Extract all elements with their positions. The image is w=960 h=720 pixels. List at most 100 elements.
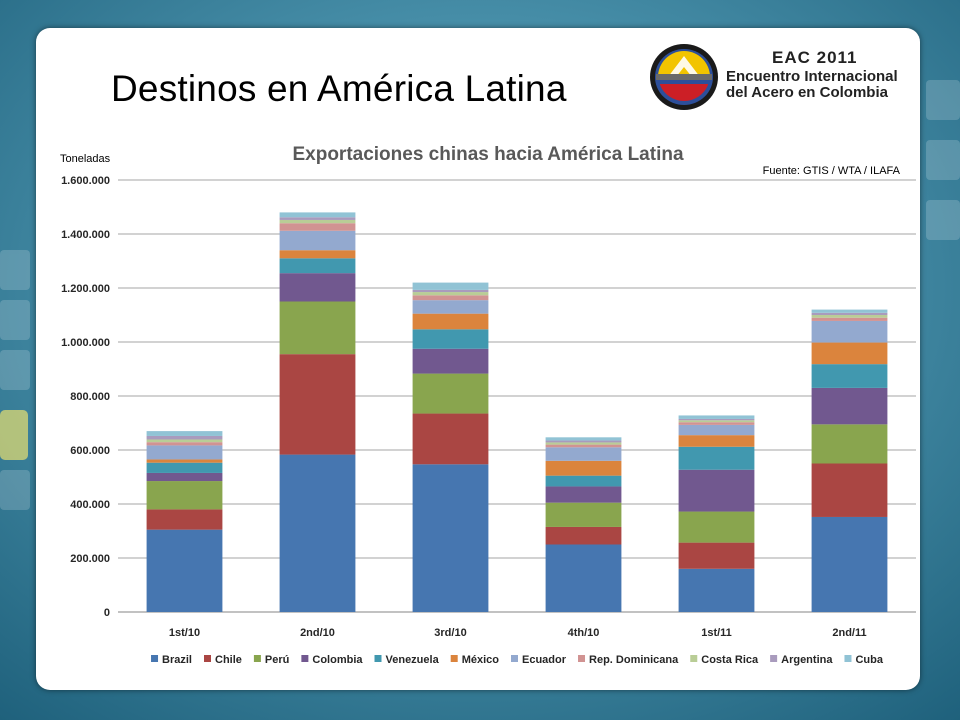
y-tick-label: 0 bbox=[104, 607, 110, 619]
y-tick-label: 600.000 bbox=[70, 445, 110, 457]
bar-segment-venezuela bbox=[279, 258, 356, 274]
legend-item: Brazil bbox=[151, 654, 192, 666]
x-tick-label: 1st/11 bbox=[701, 627, 732, 639]
bar-segment-brazil bbox=[279, 454, 356, 612]
bar-segment-chile bbox=[412, 413, 489, 465]
legend-label: Argentina bbox=[781, 654, 833, 666]
bar-segment-colombia bbox=[811, 387, 888, 425]
y-axis-label: Toneladas bbox=[60, 153, 111, 165]
legend-label: Colombia bbox=[312, 654, 363, 666]
x-tick-label: 1st/10 bbox=[169, 627, 200, 639]
y-tick-label: 1.000.000 bbox=[61, 337, 110, 349]
x-tick-label: 2nd/11 bbox=[832, 627, 866, 639]
legend-swatch bbox=[511, 655, 518, 662]
legend-swatch bbox=[578, 655, 586, 662]
legend-swatch bbox=[204, 655, 211, 662]
bar-segment-per- bbox=[412, 373, 489, 414]
bar-segment-m-xico bbox=[279, 250, 356, 259]
legend-swatch bbox=[690, 655, 698, 662]
legend-swatch bbox=[844, 655, 852, 662]
legend-label: Brazil bbox=[162, 654, 192, 666]
bar-segment-venezuela bbox=[412, 329, 489, 349]
bar-segment-argentina bbox=[279, 217, 356, 220]
bar-segment-chile bbox=[279, 354, 356, 455]
bar-segment-colombia bbox=[545, 486, 622, 503]
legend-swatch bbox=[770, 655, 778, 662]
bar-segment-chile bbox=[678, 542, 755, 569]
legend-item: Costa Rica bbox=[690, 654, 759, 666]
bar-segment-argentina bbox=[412, 289, 489, 293]
bar-segment-rep-dominicana bbox=[412, 295, 489, 301]
legend-item: México bbox=[450, 654, 500, 666]
legend-swatch bbox=[450, 655, 458, 662]
legend-label: Chile bbox=[215, 654, 242, 666]
slide-title: Destinos en América Latina bbox=[111, 68, 567, 109]
legend-item: Ecuador bbox=[511, 654, 567, 666]
bar-segment-costa-rica bbox=[678, 420, 755, 423]
legend-item: Perú bbox=[253, 654, 289, 666]
bar-segment-rep-dominicana bbox=[545, 444, 622, 448]
bar-segment-ecuador bbox=[146, 445, 223, 460]
legend-label: Ecuador bbox=[522, 654, 567, 666]
legend-label: México bbox=[462, 654, 500, 666]
bar-segment-m-xico bbox=[146, 459, 223, 463]
legend-item: Rep. Dominicana bbox=[578, 654, 679, 666]
y-tick-label: 1.400.000 bbox=[61, 229, 110, 241]
bar-segment-argentina bbox=[811, 312, 888, 315]
bar-segment-ecuador bbox=[678, 424, 755, 436]
logo-line3: del Acero en Colombia bbox=[726, 84, 889, 101]
legend-swatch bbox=[253, 655, 261, 662]
bar-segment-ecuador bbox=[412, 300, 489, 314]
bar-segment-rep-dominicana bbox=[279, 223, 356, 231]
bar-segment-argentina bbox=[146, 435, 223, 440]
bar-segment-venezuela bbox=[146, 462, 223, 473]
y-tick-label: 1.600.000 bbox=[61, 175, 110, 187]
legend-item: Chile bbox=[204, 654, 242, 666]
legend-item: Venezuela bbox=[374, 654, 440, 666]
bar-segment-chile bbox=[146, 509, 223, 530]
y-tick-label: 400.000 bbox=[70, 499, 110, 511]
bar-segment-brazil bbox=[545, 544, 622, 612]
x-tick-label: 3rd/10 bbox=[434, 627, 466, 639]
bar-segment-m-xico bbox=[412, 313, 489, 330]
y-tick-label: 1.200.000 bbox=[61, 283, 110, 295]
legend-label: Venezuela bbox=[386, 654, 440, 666]
eac-logo-emblem-icon bbox=[650, 44, 718, 110]
bar-segment-argentina bbox=[678, 418, 755, 421]
legend-label: Perú bbox=[265, 654, 289, 666]
bar-segment-cuba bbox=[545, 437, 622, 441]
bar-segment-ecuador bbox=[545, 447, 622, 461]
legend-swatch bbox=[374, 655, 382, 662]
source-note: Fuente: GTIS / WTA / ILAFA bbox=[763, 165, 901, 177]
legend-swatch bbox=[151, 655, 159, 662]
bar-segment-brazil bbox=[412, 464, 489, 612]
bar-segment-colombia bbox=[678, 469, 755, 512]
legend-label: Cuba bbox=[855, 654, 883, 666]
bar-segment-ecuador bbox=[279, 230, 356, 251]
bar-segment-argentina bbox=[545, 440, 622, 443]
bar-segment-colombia bbox=[146, 472, 223, 482]
bar-segment-per- bbox=[545, 502, 622, 527]
bar-segment-ecuador bbox=[811, 320, 888, 343]
bar-segment-costa-rica bbox=[279, 219, 356, 224]
bar-segment-costa-rica bbox=[412, 292, 489, 296]
legend-label: Costa Rica bbox=[701, 654, 759, 666]
bar-segment-colombia bbox=[279, 273, 356, 302]
bar-segment-per- bbox=[279, 301, 356, 355]
bar-segment-m-xico bbox=[545, 460, 622, 476]
bar-segment-per- bbox=[678, 511, 755, 543]
bar-segment-venezuela bbox=[545, 475, 622, 487]
bar-segment-cuba bbox=[811, 309, 888, 313]
bar-segment-brazil bbox=[146, 529, 223, 612]
bar-segment-venezuela bbox=[811, 364, 888, 388]
bar-segment-per- bbox=[811, 424, 888, 464]
bar-segment-rep-dominicana bbox=[678, 422, 755, 425]
chart-title: Exportaciones chinas hacia América Latin… bbox=[292, 144, 683, 165]
x-tick-label: 4th/10 bbox=[568, 627, 600, 639]
bar-segment-costa-rica bbox=[146, 439, 223, 443]
bar-segment-rep-dominicana bbox=[811, 317, 888, 321]
y-tick-label: 800.000 bbox=[70, 391, 110, 403]
bar-segment-per- bbox=[146, 481, 223, 510]
bar-segment-costa-rica bbox=[545, 442, 622, 445]
